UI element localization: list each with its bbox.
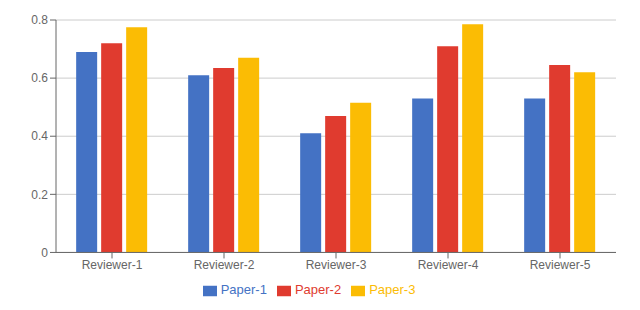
svg-text:0.8: 0.8: [31, 13, 48, 27]
svg-text:Reviewer-3: Reviewer-3: [306, 258, 367, 272]
html-text:Paper-2: Paper-2: [294, 282, 342, 298]
svg-text:Reviewer-1: Reviewer-1: [82, 258, 143, 272]
svg-text:0.6: 0.6: [31, 71, 48, 85]
html-text:Paper-3: Paper-3: [369, 282, 416, 298]
svg-text:Reviewer-4: Reviewer-4: [418, 258, 479, 272]
html-text:Paper-1: Paper-1: [220, 282, 267, 298]
svg-text:Reviewer-2: Reviewer-2: [194, 258, 255, 272]
svg-text:0.2: 0.2: [31, 188, 48, 202]
svg-text:0: 0: [41, 246, 48, 260]
svg-text:Reviewer-5: Reviewer-5: [530, 258, 591, 272]
svg-text:0.4: 0.4: [31, 129, 48, 143]
